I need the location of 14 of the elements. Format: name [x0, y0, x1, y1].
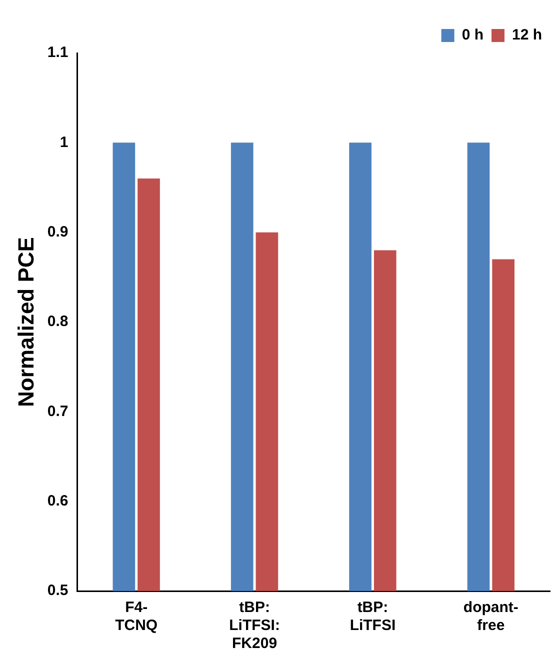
y-tick-label: 0.8 — [47, 313, 68, 330]
y-tick-label: 0.7 — [47, 402, 68, 420]
x-tick-label: F4- TCNQ — [115, 599, 158, 634]
x-tick-label: tBP: LiTFSI — [350, 599, 396, 634]
x-tick-label: dopant- free — [463, 599, 518, 634]
legend-label: 0 h — [462, 26, 484, 44]
y-tick-label: 0.6 — [47, 492, 68, 510]
y-tick-label: 0.9 — [47, 223, 68, 240]
y-tick-label: 1 — [60, 134, 68, 151]
y-tick-label: 0.5 — [47, 582, 68, 600]
legend-label: 12 h — [512, 26, 542, 44]
y-axis-title: Normalized PCE — [13, 237, 38, 407]
y-tick-label: 1.1 — [47, 44, 68, 62]
x-tick-label: tBP: LiTFSI: FK209 — [229, 599, 280, 652]
